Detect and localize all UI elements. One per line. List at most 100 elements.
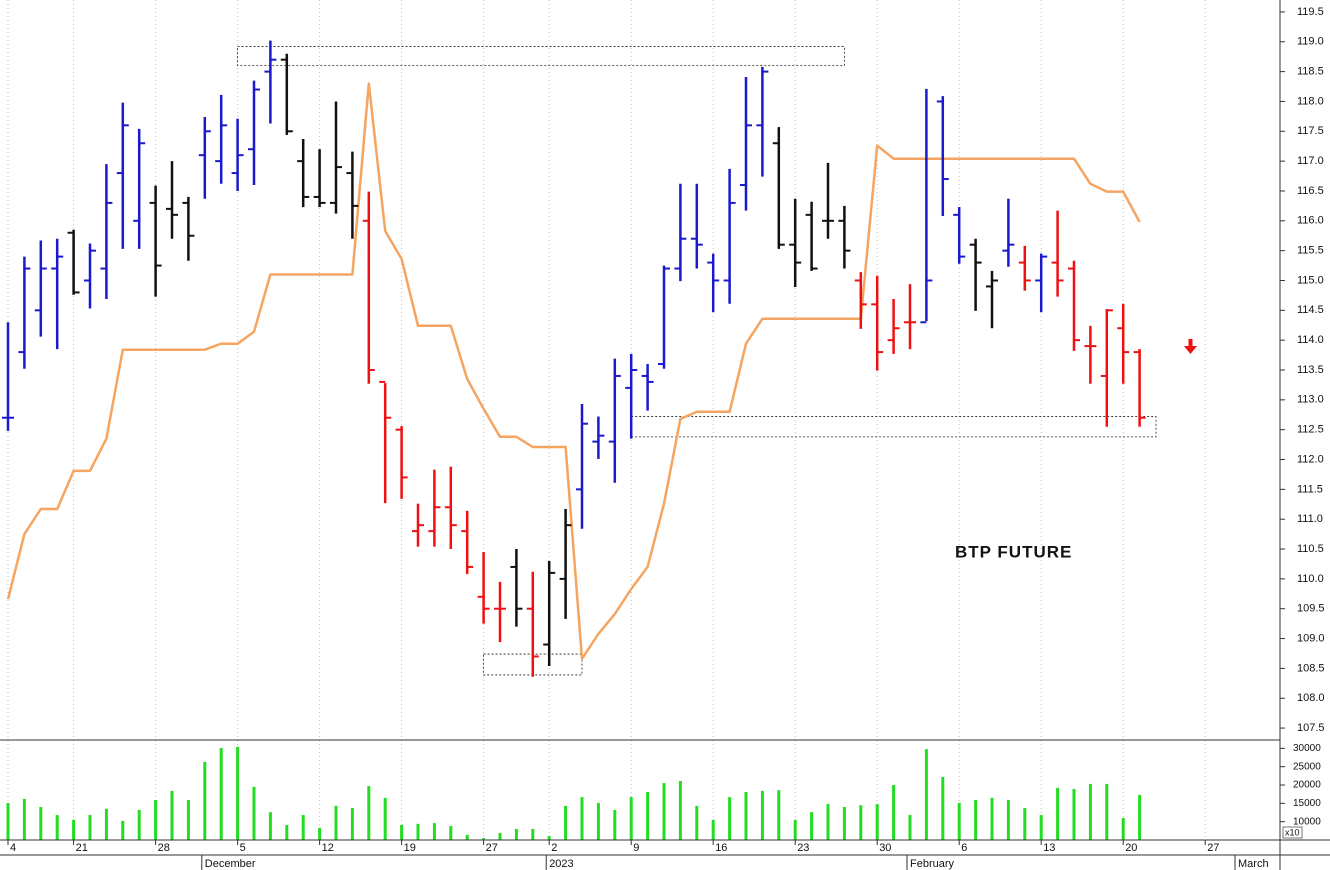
volume-bar [957,802,961,840]
ohlc-bar [215,94,228,184]
volume-bar [268,812,272,840]
ohlc-bar [494,581,506,643]
ohlc-bar [756,66,769,177]
volume-bar [219,747,223,840]
ohlc-bar [608,358,621,483]
y-tick-label: 113.0 [1297,394,1324,406]
volume-bar [88,815,92,840]
price-zone [630,416,1157,438]
volume-bar [318,827,322,840]
ohlc-bar [1051,210,1064,297]
volume-bar [842,807,846,840]
volume-bar [662,783,666,840]
x-tick-label: 27 [486,842,498,854]
ohlc-bar [395,426,408,499]
x-tick-label: 16 [715,842,727,854]
y-tick-label: 119.5 [1297,6,1324,18]
ohlc-bar [412,503,424,547]
ohlc-bar [1035,253,1048,313]
ohlc-bar [1018,245,1031,291]
volume-bar [482,838,486,840]
ohlc-bar [362,191,375,384]
volume-bar [908,815,912,840]
ohlc-bar [658,265,670,369]
volume-bar [974,800,978,840]
x-tick-label: 6 [961,842,967,854]
volume-bar [613,809,617,840]
ohlc-bar [116,102,129,249]
y-tick-label: 110.0 [1297,573,1324,585]
volume-bar [252,786,256,840]
volume-y-tick-label: 30000 [1293,743,1321,754]
volume-bar [777,790,781,840]
volume-bar [449,826,453,840]
y-tick-label: 108.0 [1297,692,1325,704]
x-tick-label: 4 [10,842,16,854]
ohlc-bar [740,76,752,211]
ohlc-bar [576,404,588,529]
volume-bar [1088,783,1092,840]
volume-bar [859,805,863,840]
ohlc-bar [904,284,916,350]
volume-bar [793,819,797,840]
y-tick-label: 109.0 [1297,632,1325,644]
ohlc-bar [707,253,720,313]
volume-bar [941,776,945,840]
x-tick-label: 5 [240,842,246,854]
ohlc-bar [936,96,949,217]
volume-bar [498,833,502,840]
arrow-head [1184,346,1197,354]
x-tick-label: 27 [1207,842,1219,854]
y-tick-label: 113.5 [1297,364,1324,376]
y-tick-label: 116.5 [1297,185,1324,197]
volume-bar [55,815,59,840]
ohlc-bar [641,364,654,411]
ohlc-bar [428,469,441,547]
volume-bar [826,804,830,840]
y-tick-label: 111.5 [1297,483,1323,495]
ohlc-bar [264,40,277,124]
volume-bar [1072,789,1076,840]
y-tick-label: 116.0 [1297,215,1324,227]
plot-layer [2,40,1157,840]
ohlc-bar [805,201,818,271]
x-tick-label: 30 [879,842,891,854]
y-tick-label: 115.5 [1297,245,1324,257]
x-tick-label: 2 [551,842,557,854]
x-tick-label: 23 [797,842,809,854]
volume-bar [1023,808,1027,840]
volume-bar [39,807,43,840]
scale-box [1282,826,1303,839]
volume-bar [810,812,814,840]
volume-bar [514,829,518,840]
x-tick-label: 9 [633,842,639,854]
ohlc-bar [330,101,342,214]
volume-bar [1006,800,1010,840]
ohlc-bar [1133,349,1146,427]
volume-y-tick-label: 15000 [1293,798,1321,809]
y-tick-label: 110.5 [1297,543,1324,555]
ohlc-bar [461,510,474,575]
volume-bar [678,780,682,840]
y-tick-label: 109.5 [1297,603,1325,615]
volume-bar [301,815,305,840]
ohlc-bar [34,240,47,337]
volume-bar [186,800,190,840]
x-tick-label: 20 [1125,842,1137,854]
ohlc-bar [67,229,80,295]
volume-bar [334,805,338,840]
volume-bar [1039,815,1043,840]
volume-bar [1121,818,1125,840]
ohlc-bar [182,196,195,261]
volume-bar [728,797,732,840]
volume-bar [400,824,404,840]
month-label: March [1238,858,1269,870]
ohlc-bar [149,185,162,297]
annotation: BTP FUTURE [955,542,1072,561]
ohlc-bar [526,571,539,677]
ohlc-bar [723,168,736,304]
volume-bar [465,834,469,840]
ohlc-bar [986,270,998,329]
volume-bar [1056,787,1060,840]
ohlc-bar [346,151,359,239]
